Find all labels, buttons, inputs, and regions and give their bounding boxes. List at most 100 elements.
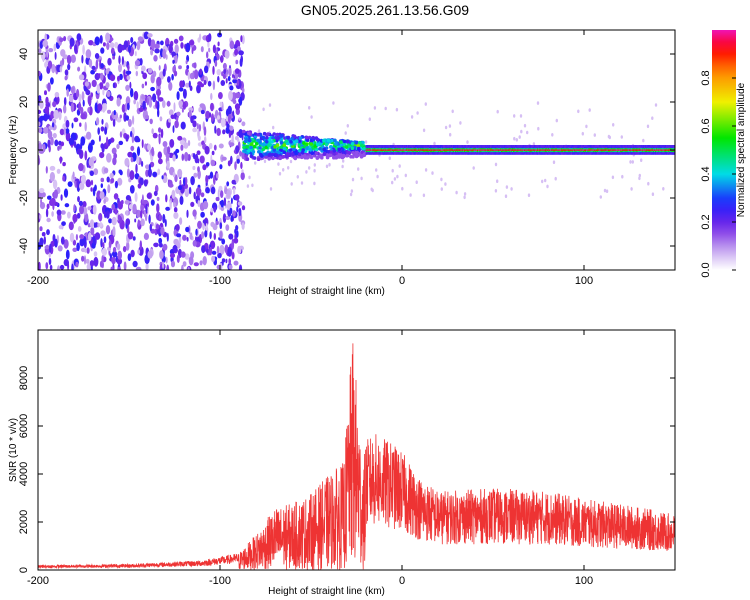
- heatmap-cell: [442, 151, 444, 154]
- heatmap-cell: [186, 209, 189, 218]
- heatmap-cell: [362, 146, 367, 151]
- heatmap-cell: [497, 145, 500, 147]
- heatmap-cell: [579, 153, 581, 155]
- heatmap-cell: [424, 151, 426, 154]
- heatmap-cell: [273, 145, 277, 149]
- heatmap-cell: [425, 149, 428, 151]
- heatmap-cell: [400, 150, 402, 153]
- heatmap-cell: [505, 151, 507, 154]
- heatmap-cell: [656, 151, 658, 154]
- heatmap-cell: [173, 38, 179, 44]
- heatmap-cell: [671, 150, 673, 153]
- heatmap-cell: [466, 150, 468, 153]
- heatmap-cell: [378, 146, 381, 149]
- heatmap-cell: [662, 146, 664, 149]
- heatmap-cell: [99, 191, 105, 200]
- heatmap-cell: [264, 155, 268, 159]
- heatmap-cell: [558, 151, 561, 154]
- heatmap-cell: [141, 65, 146, 72]
- heatmap-cell: [210, 102, 214, 112]
- heatmap-cell: [375, 168, 378, 172]
- heatmap-cell: [568, 150, 571, 153]
- heatmap-cell: [662, 151, 664, 154]
- heatmap-cell: [49, 165, 56, 171]
- heatmap-cell: [364, 140, 368, 144]
- heatmap-cell: [200, 109, 205, 115]
- heatmap-cell: [610, 145, 612, 147]
- heatmap-cell: [656, 146, 658, 149]
- heatmap-cell: [401, 149, 403, 151]
- heatmap-cell: [77, 66, 81, 72]
- heatmap-cell: [526, 147, 528, 150]
- heatmap-cell: [442, 145, 444, 147]
- heatmap-cell: [334, 142, 338, 146]
- heatmap-cell: [670, 146, 672, 149]
- heatmap-cell: [94, 36, 100, 46]
- heatmap-cell: [373, 151, 375, 154]
- heatmap-cell: [593, 153, 596, 155]
- heatmap-cell: [640, 147, 643, 150]
- heatmap-cell: [68, 221, 74, 231]
- heatmap-cell: [96, 84, 101, 94]
- heatmap-cell: [145, 169, 149, 177]
- heatmap-cell: [602, 153, 604, 155]
- heatmap-cell: [468, 149, 470, 151]
- heatmap-cell: [377, 145, 379, 147]
- heatmap-cell: [116, 117, 122, 123]
- heatmap-cell: [575, 146, 577, 149]
- heatmap-cell: [256, 133, 261, 137]
- heatmap-cell: [254, 142, 259, 146]
- heatmap-cell: [300, 151, 305, 155]
- heatmap-cell: [645, 150, 647, 153]
- heatmap-cell: [386, 153, 388, 155]
- heatmap-cell: [463, 150, 466, 153]
- heatmap-cell: [615, 145, 618, 147]
- heatmap-cell: [561, 145, 563, 147]
- heatmap-cell: [594, 150, 597, 153]
- heatmap-cell: [392, 153, 395, 155]
- heatmap-cell: [47, 60, 53, 69]
- heatmap-cell: [649, 151, 651, 154]
- heatmap-cell: [105, 225, 111, 235]
- heatmap-cell: [638, 146, 640, 149]
- heatmap-cell: [305, 146, 309, 150]
- heatmap-cell: [165, 206, 171, 211]
- heatmap-cell: [38, 121, 41, 127]
- heatmap-cell: [458, 149, 460, 151]
- heatmap-cell: [309, 155, 314, 160]
- heatmap-cell: [130, 37, 134, 44]
- heatmap-cell: [85, 89, 91, 96]
- heatmap-cell: [592, 149, 595, 151]
- heatmap-cell: [75, 234, 78, 241]
- heatmap-cell: [161, 175, 164, 180]
- heatmap-cell: [390, 147, 393, 150]
- heatmap-cell: [516, 146, 518, 149]
- heatmap-cell: [548, 146, 550, 149]
- heatmap-cell: [645, 147, 647, 150]
- heatmap-cell: [38, 142, 43, 152]
- heatmap-cell: [431, 146, 433, 149]
- heatmap-cell: [578, 145, 580, 147]
- heatmap-cell: [646, 145, 648, 147]
- heatmap-cell: [588, 108, 591, 112]
- heatmap-cell: [487, 151, 490, 154]
- heatmap-cell: [468, 153, 470, 155]
- heatmap-cell: [605, 153, 608, 155]
- heatmap-cell: [508, 150, 511, 153]
- heatmap-cell: [228, 67, 232, 77]
- heatmap-cell: [470, 153, 472, 155]
- heatmap-cell: [532, 142, 536, 146]
- heatmap-cell: [450, 147, 453, 150]
- heatmap-cell: [503, 153, 505, 155]
- heatmap-cell: [91, 65, 96, 70]
- heatmap-cell: [392, 145, 395, 147]
- heatmap-cell: [573, 150, 575, 153]
- heatmap-cell: [448, 147, 450, 150]
- heatmap-cell: [342, 159, 345, 163]
- heatmap-cell: [620, 147, 622, 150]
- heatmap-cell: [41, 232, 46, 237]
- heatmap-cell: [73, 204, 76, 212]
- heatmap-cell: [585, 149, 587, 151]
- heatmap-cell: [365, 145, 367, 147]
- heatmap-cell: [600, 151, 602, 154]
